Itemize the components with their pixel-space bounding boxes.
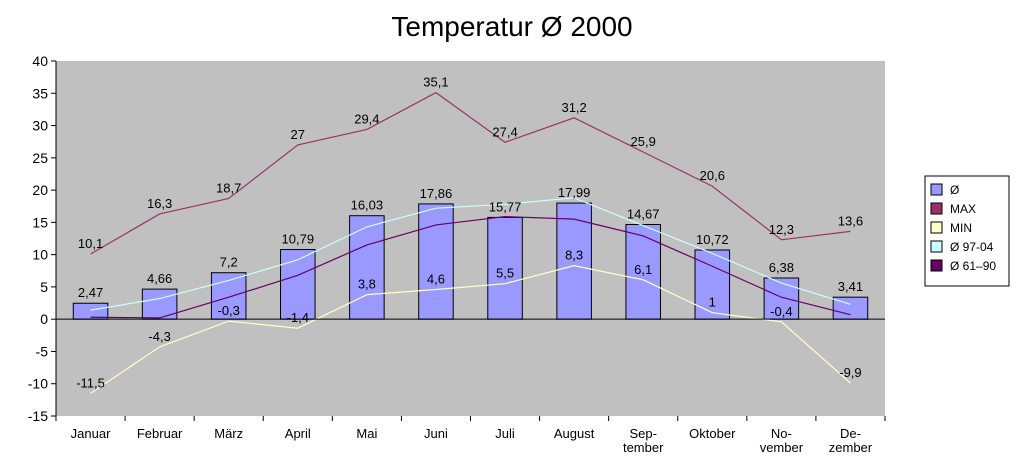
data-label: 17,86 [420,186,453,201]
x-category-label: Mai [356,426,377,441]
data-label: 3,8 [358,277,376,292]
x-category-label: Oktober [689,426,736,441]
data-label: 4,66 [147,271,172,286]
x-category-label: Sep- [629,426,656,441]
data-label: 27 [291,127,305,142]
lines-layer [90,91,851,394]
data-label: 15,77 [489,199,522,214]
y-tick-label: 10 [32,247,48,263]
data-label: 10,79 [282,232,315,247]
data-label: 10,72 [696,232,729,247]
data-label: 6,38 [769,260,794,275]
y-tick-label: -10 [28,376,48,392]
data-label: 14,67 [627,206,660,221]
legend-label: MAX [950,202,976,216]
data-label: 12,3 [769,222,794,237]
y-tick-label: 30 [32,118,48,134]
bar [418,203,454,320]
series-line-4 [90,215,851,319]
y-tick-label: 35 [32,85,48,101]
x-category-label: zember [829,440,873,455]
legend-swatch [930,202,943,215]
legend-label: Ø 61–90 [950,259,996,273]
y-tick-label: 25 [32,150,48,166]
data-label: -0,3 [218,303,240,318]
data-label: 16,03 [351,198,384,213]
data-label: 13,6 [838,213,863,228]
x-category-label: No- [771,426,792,441]
x-category-label: De- [840,426,861,441]
data-label: 25,9 [631,134,656,149]
legend-swatch [930,240,943,253]
labels-layer: 2,474,667,210,7916,0317,8615,7717,9914,6… [76,75,863,391]
data-label: -11,5 [76,375,105,390]
data-label: -0,4 [770,304,792,319]
legend-label: Ø [950,183,959,197]
x-category-label: vember [760,440,804,455]
legend-label: Ø 97-04 [950,240,994,254]
data-label: 27,4 [492,124,517,139]
y-tick-label: 20 [32,182,48,198]
data-label: 1 [709,295,716,310]
data-label: -1,4 [287,310,309,325]
data-label: 10,1 [78,236,103,251]
bar [280,249,316,320]
x-category-label: April [285,426,311,441]
x-category-label: Februar [137,426,183,441]
legend-swatch [930,183,943,196]
bar [763,277,800,320]
x-category-label: tember [623,440,664,455]
y-tick-label: 40 [32,53,48,69]
x-category-label: August [554,426,595,441]
data-label: 2,47 [78,285,103,300]
x-category-label: Januar [71,426,111,441]
data-label: 3,41 [838,279,863,294]
data-label: 17,99 [558,185,591,200]
axes-layer: 40 35 30 25 20 15 10 5 0 -5 -10 -15 Januar Februar Mär… [28,53,886,455]
chart-title: Temperatur Ø 2000 [391,11,632,42]
series-line-3 [90,197,851,311]
legend: Ø MAX MIN Ø 97-04 Ø 61–90 [924,175,1010,287]
data-label: 31,2 [561,100,586,115]
data-label: 7,2 [220,255,238,270]
data-label: 35,1 [423,75,448,90]
data-label: 18,7 [216,180,241,195]
data-label: 8,3 [565,248,583,263]
x-category-label: Juli [495,426,515,441]
y-tick-label: 5 [40,279,48,295]
y-tick-label: -5 [36,343,49,359]
bar [625,223,661,320]
data-label: -9,9 [839,365,861,380]
legend-swatch [930,259,943,272]
y-tick-label: 0 [40,311,48,327]
legend-label: MIN [950,221,972,235]
data-label: 29,4 [354,111,379,126]
y-tick-label: 15 [32,214,48,230]
data-label: 16,3 [147,196,172,211]
data-label: 4,6 [427,271,445,286]
bar [349,215,385,320]
x-category-label: Juni [424,426,448,441]
legend-swatch [930,221,943,234]
y-tick-label: -15 [28,408,48,424]
plot-area [56,61,885,416]
x-category-label: März [214,426,243,441]
series-line-1 [90,91,851,255]
data-label: 6,1 [634,262,652,277]
series-line-2 [90,264,851,394]
data-label: 5,5 [496,266,514,281]
data-label: 20,6 [700,168,725,183]
data-label: -4,3 [148,329,170,344]
